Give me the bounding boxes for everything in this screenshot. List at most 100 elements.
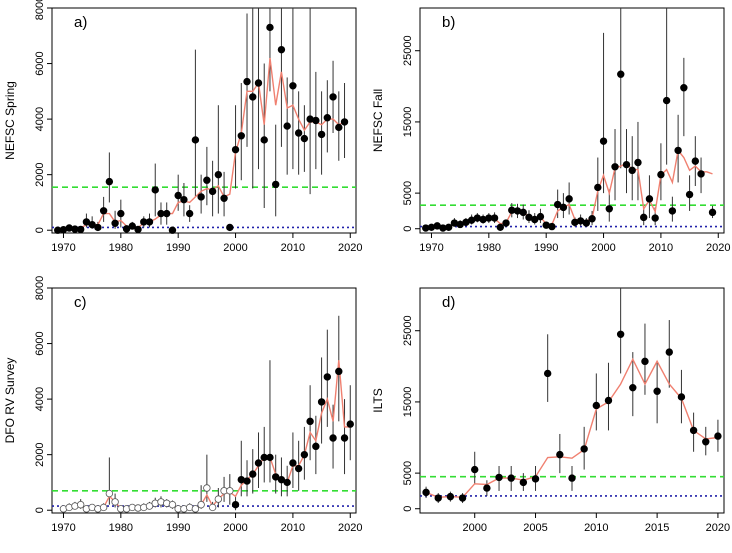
data-point xyxy=(208,187,217,196)
y-tick-label: 8000 xyxy=(34,0,46,20)
x-tick-label: 1990 xyxy=(534,242,558,254)
data-point xyxy=(203,176,211,184)
data-point xyxy=(434,494,442,502)
data-point xyxy=(531,475,540,483)
data-point xyxy=(145,218,154,226)
x-tick-label: 1980 xyxy=(477,242,501,254)
data-point xyxy=(582,219,591,227)
data-point xyxy=(94,223,102,232)
data-point xyxy=(323,373,332,381)
x-tick-label: 2000 xyxy=(462,522,486,534)
data-point-open xyxy=(226,487,234,495)
data-point xyxy=(519,478,528,487)
x-tick-label: 2010 xyxy=(281,522,305,534)
data-point xyxy=(617,70,625,78)
data-point xyxy=(594,183,602,192)
data-point xyxy=(628,166,636,175)
data-point xyxy=(249,470,257,478)
data-point xyxy=(168,226,177,234)
x-tick-label: 1980 xyxy=(109,522,133,534)
data-point xyxy=(714,432,722,440)
data-point xyxy=(496,223,505,232)
x-tick-label: 1980 xyxy=(109,242,133,254)
y-tick-label: 25000 xyxy=(402,315,414,346)
data-point xyxy=(283,122,291,130)
data-point xyxy=(243,477,251,485)
data-point xyxy=(294,464,303,473)
data-point xyxy=(645,195,654,203)
data-point-open xyxy=(99,503,108,512)
data-point xyxy=(111,219,119,227)
data-point xyxy=(289,82,297,90)
data-point xyxy=(266,23,274,32)
data-point xyxy=(507,474,515,482)
data-point xyxy=(185,209,194,218)
y-tick-label: 5000 xyxy=(402,181,414,205)
fitted-line xyxy=(425,357,718,499)
x-tick-label: 1970 xyxy=(419,242,443,254)
x-tick-label: 2000 xyxy=(591,242,615,254)
data-point xyxy=(163,209,171,218)
data-point xyxy=(446,492,455,501)
data-point xyxy=(639,213,648,222)
data-point xyxy=(180,195,188,204)
data-point xyxy=(677,393,686,401)
data-point xyxy=(340,434,349,442)
y-tick-label: 0 xyxy=(402,506,414,512)
data-point xyxy=(611,163,619,171)
data-point xyxy=(651,214,659,222)
data-point xyxy=(490,214,499,222)
y-tick-label: 6000 xyxy=(34,331,46,355)
data-point xyxy=(243,77,251,86)
data-point xyxy=(653,387,661,395)
data-point xyxy=(458,494,467,502)
y-tick-label: 15000 xyxy=(402,107,414,138)
x-tick-label: 1990 xyxy=(166,522,190,534)
data-point xyxy=(685,190,694,199)
panel-label: d) xyxy=(442,294,455,311)
panel-c: 1970 1980 1990 2000 2010 2020 0 2000 4000 6000 800… xyxy=(3,276,363,534)
data-point xyxy=(565,195,573,203)
data-point xyxy=(662,96,671,105)
data-point xyxy=(580,445,588,453)
data-point xyxy=(134,225,142,234)
x-tick-label: 1970 xyxy=(51,242,75,254)
data-point xyxy=(277,45,286,54)
plot-frame xyxy=(419,287,725,514)
data-point xyxy=(689,426,698,435)
data-point xyxy=(422,488,430,497)
data-point-open xyxy=(105,489,114,498)
data-point xyxy=(128,222,137,230)
data-point-open xyxy=(111,498,119,506)
panel-a: 1970 1980 1990 2000 2010 2020 0 2000 4000 6000 800… xyxy=(3,0,363,254)
data-point xyxy=(629,383,637,392)
fitted-line xyxy=(63,360,351,510)
x-tick-label: 2010 xyxy=(649,242,673,254)
y-axis-label: DFO RV Survey xyxy=(3,358,17,444)
y-axis-label: ILTS xyxy=(371,388,385,412)
y-tick-label: 2000 xyxy=(34,162,46,186)
data-point xyxy=(543,369,552,378)
data-point xyxy=(226,223,234,232)
x-tick-label: 1970 xyxy=(51,522,75,534)
x-tick-label: 2020 xyxy=(338,242,362,254)
data-point xyxy=(495,473,503,482)
y-tick-label: 4000 xyxy=(34,107,46,131)
data-point xyxy=(231,500,240,509)
data-point xyxy=(329,434,337,442)
panel-label: c) xyxy=(74,294,87,311)
data-point xyxy=(300,450,309,459)
x-tick-label: 2020 xyxy=(338,522,362,534)
data-point xyxy=(174,191,182,200)
data-point xyxy=(592,401,601,410)
y-tick-label: 6000 xyxy=(34,51,46,75)
data-point xyxy=(335,123,343,132)
y-tick-label: 5000 xyxy=(402,461,414,485)
y-tick-label: 8000 xyxy=(34,276,46,300)
y-axis-label: NEFSC Fall xyxy=(371,89,385,152)
data-point xyxy=(702,438,710,446)
x-tick-label: 1990 xyxy=(166,242,190,254)
data-point xyxy=(249,93,257,101)
data-point xyxy=(674,146,682,155)
